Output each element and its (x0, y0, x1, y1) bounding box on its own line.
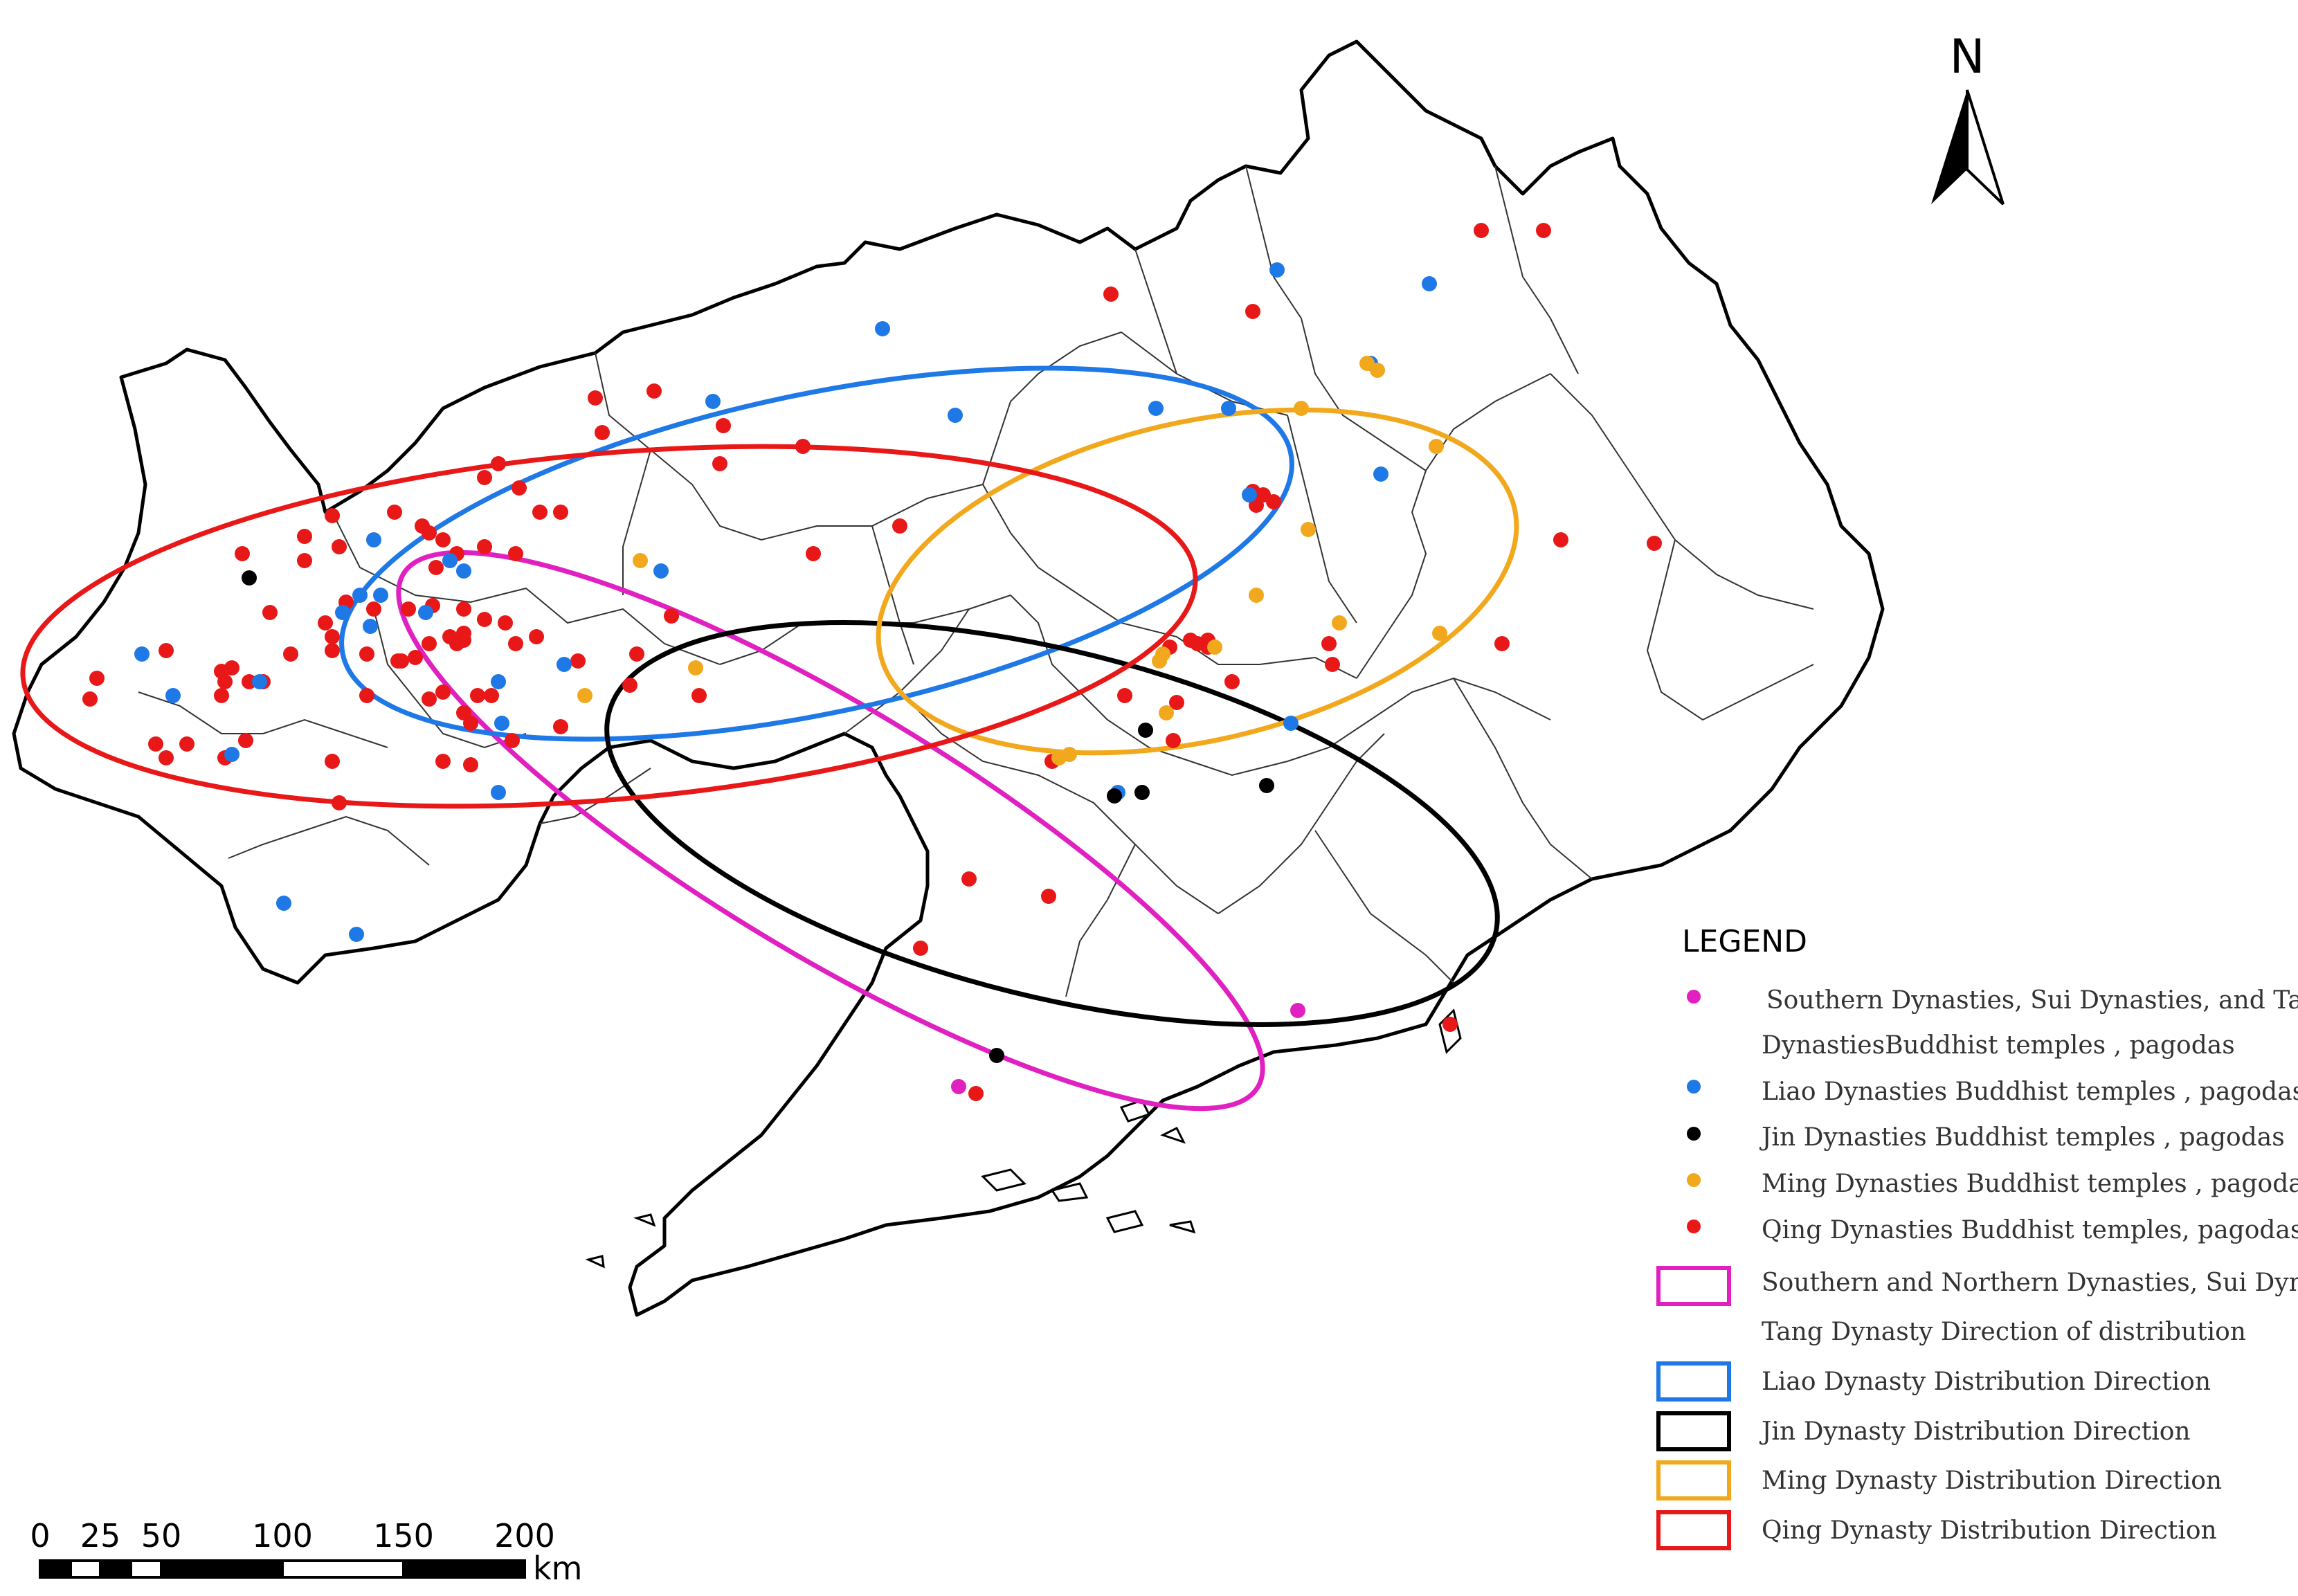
legend-point-item-ming: Ming Dynasties Buddhist temples , pagoda… (1687, 1170, 2298, 1198)
svg-text:200: 200 (494, 1517, 555, 1554)
scale-bar-ticks: 0 25 50 100 150 200 (30, 1517, 555, 1554)
ellipse-ming (876, 407, 1519, 756)
legend-point-item-southern-sui-tang: Southern Dynasties, Sui Dynasties, and T… (1687, 986, 2298, 1060)
svg-text:Jin Dynasties Buddhist temples: Jin Dynasties Buddhist temples , pagodas (1759, 1123, 2285, 1152)
svg-text:Southern and Northern Dynastie: Southern and Northern Dynasties, Sui Dyn… (1762, 1269, 2298, 1297)
svg-text:Jin Dynasty Distribution Direc: Jin Dynasty Distribution Direction (1759, 1417, 2191, 1446)
svg-text:Ming Dynasty Distribution Dire: Ming Dynasty Distribution Direction (1762, 1467, 2222, 1495)
ellipse-jin (604, 620, 1500, 1027)
legend-ellipse-item-liao: Liao Dynasty Distribution Direction (1656, 1361, 2211, 1402)
svg-text:Tang Dynasty Direction of dist: Tang Dynasty Direction of distribution (1762, 1318, 2246, 1346)
legend-ellipse-item-qing: Qing Dynasty Distribution Direction (1656, 1510, 2217, 1550)
svg-text:Qing Dynasties Buddhist temple: Qing Dynasties Buddhist temples, pagodas (1762, 1216, 2298, 1244)
north-arrow: N (1931, 30, 2005, 206)
svg-text:DynastiesBuddhist temples , pa: DynastiesBuddhist temples , pagodas (1762, 1031, 2235, 1060)
svg-text:Liao Dynasty Distribution Dire: Liao Dynasty Distribution Direction (1762, 1368, 2211, 1396)
svg-text:50: 50 (141, 1517, 182, 1554)
ellipse-qing (20, 444, 1198, 809)
scale-bar-unit: km (533, 1550, 582, 1587)
points-qing (82, 223, 1662, 1101)
legend-ellipse-item-ming: Ming Dynasty Distribution Direction (1656, 1460, 2222, 1500)
svg-text:Ming Dynasties Buddhist temple: Ming Dynasties Buddhist temples , pagoda… (1762, 1170, 2298, 1198)
legend-point-item-liao: Liao Dynasties Buddhist temples , pagoda… (1687, 1078, 2298, 1106)
svg-text:Qing Dynasty Distribution Dire: Qing Dynasty Distribution Direction (1762, 1516, 2217, 1545)
legend-point-item-qing: Qing Dynasties Buddhist temples, pagodas (1687, 1216, 2298, 1244)
legend-title: LEGEND (1682, 924, 1807, 959)
scale-bar-segments (39, 1559, 526, 1579)
points-jin (242, 570, 1274, 1063)
legend-ellipse-item-southern-sui-tang: Southern and Northern Dynasties, Sui Dyn… (1656, 1266, 2298, 1346)
province-outline (12, 39, 1885, 1317)
distribution-ellipses (20, 365, 1519, 1112)
temple-points (82, 223, 1662, 1101)
ellipse-liao (339, 365, 1294, 742)
legend: LEGEND Southern Dynasties, Sui Dynasties… (1656, 924, 2298, 1550)
county-boundaries (138, 165, 1814, 997)
legend-ellipse-item-jin: Jin Dynasty Distribution Direction (1656, 1411, 2191, 1451)
islands (585, 1008, 1462, 1269)
legend-point-item-jin: Jin Dynasties Buddhist temples , pagodas (1687, 1123, 2285, 1152)
svg-text:100: 100 (252, 1517, 313, 1554)
north-label: N (1950, 30, 1985, 84)
points-liao (134, 262, 1437, 942)
svg-text:Liao Dynasties Buddhist temple: Liao Dynasties Buddhist temples , pagoda… (1762, 1078, 2298, 1106)
svg-text:25: 25 (80, 1517, 121, 1554)
svg-text:0: 0 (30, 1517, 50, 1554)
points-ming (577, 356, 1447, 765)
points-southern-sui-tang (951, 1003, 1305, 1094)
svg-text:Southern Dynasties, Sui Dynast: Southern Dynasties, Sui Dynasties, and T… (1766, 986, 2298, 1015)
scale-bar: 0 25 50 100 150 200 km (30, 1517, 582, 1587)
north-arrow-icon (1931, 90, 1967, 204)
svg-text:150: 150 (373, 1517, 434, 1554)
ellipse-southern-sui-tang (396, 550, 1265, 1112)
